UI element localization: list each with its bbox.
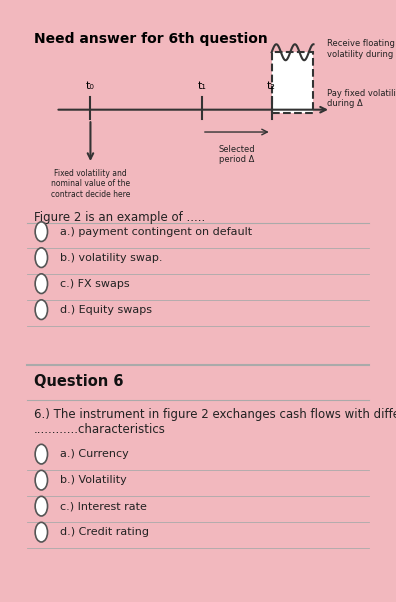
Text: a.) payment contingent on default: a.) payment contingent on default	[59, 226, 252, 237]
Text: Need answer for 6th question: Need answer for 6th question	[34, 33, 268, 46]
Text: a.) Currency: a.) Currency	[59, 449, 128, 459]
Circle shape	[35, 470, 48, 490]
Circle shape	[35, 300, 48, 320]
Text: Question 6: Question 6	[34, 374, 124, 389]
Bar	[272, 52, 314, 113]
Text: 6.) The instrument in figure 2 exchanges cash flows with different
............c: 6.) The instrument in figure 2 exchanges…	[34, 408, 396, 436]
Text: Receive floating
volatility during Δ: Receive floating volatility during Δ	[327, 40, 396, 59]
Text: Figure 2 is an example of .....: Figure 2 is an example of .....	[34, 211, 205, 225]
Circle shape	[35, 496, 48, 516]
Text: c.) Interest rate: c.) Interest rate	[59, 501, 147, 511]
Text: t₂: t₂	[267, 81, 276, 90]
Text: t₁: t₁	[198, 81, 206, 90]
Text: Fixed volatility and
nominal value of the
contract decide here: Fixed volatility and nominal value of th…	[51, 169, 130, 199]
Text: Selected
period Δ: Selected period Δ	[219, 145, 255, 164]
Circle shape	[35, 523, 48, 542]
Circle shape	[35, 274, 48, 294]
Text: d.) Credit rating: d.) Credit rating	[59, 527, 148, 537]
Text: d.) Equity swaps: d.) Equity swaps	[59, 305, 152, 315]
Text: t₀: t₀	[86, 81, 95, 90]
Circle shape	[35, 222, 48, 241]
Text: Pay fixed volatility
during Δ: Pay fixed volatility during Δ	[327, 89, 396, 108]
Text: b.) Volatility: b.) Volatility	[59, 475, 126, 485]
Circle shape	[35, 444, 48, 464]
Text: c.) FX swaps: c.) FX swaps	[59, 279, 129, 289]
Circle shape	[35, 248, 48, 267]
Text: b.) volatility swap.: b.) volatility swap.	[59, 253, 162, 262]
